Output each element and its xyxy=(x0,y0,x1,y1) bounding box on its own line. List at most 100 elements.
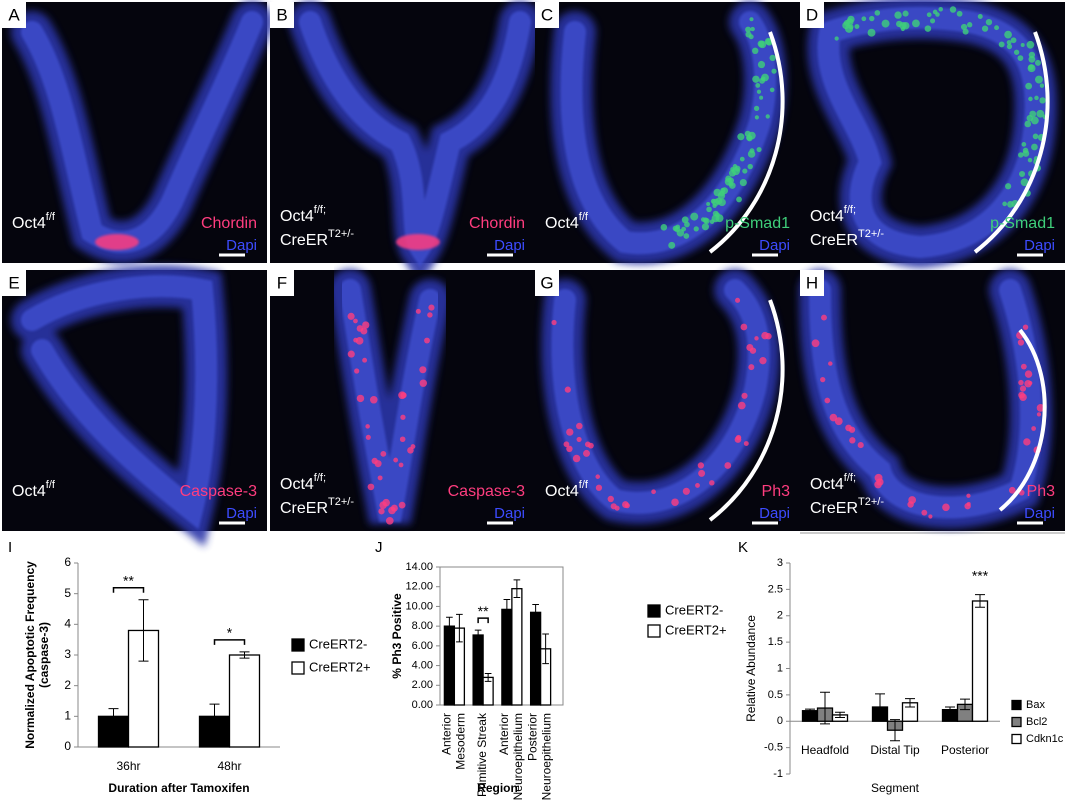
signal xyxy=(926,12,932,18)
signal xyxy=(1022,324,1029,330)
x-tick-label: AnteriorNeuroepithelium xyxy=(497,713,525,800)
panel-letter-box xyxy=(535,2,559,28)
signal xyxy=(935,12,940,17)
signal xyxy=(1039,83,1045,88)
y-tick-label: 0.00 xyxy=(412,699,433,711)
signal xyxy=(730,167,735,172)
signal xyxy=(396,234,440,250)
signal xyxy=(564,386,571,393)
signal xyxy=(1020,178,1029,187)
signal xyxy=(769,54,776,62)
genotype-gene: Oct4 xyxy=(810,476,844,493)
signal xyxy=(1010,37,1017,44)
x-axis-title: Segment xyxy=(871,781,920,795)
error-bar xyxy=(108,708,119,725)
signal xyxy=(985,18,993,26)
error-bar xyxy=(875,693,885,721)
bar xyxy=(501,608,513,706)
error-bar xyxy=(960,698,970,711)
signal xyxy=(737,401,746,410)
y-tick-label: -1 xyxy=(773,768,783,780)
genotype-gene: CreER xyxy=(280,232,328,249)
signal xyxy=(998,41,1005,48)
genotype: Oct4f/f; xyxy=(810,472,856,493)
legend-label: Bax xyxy=(1026,699,1045,711)
signal xyxy=(848,426,856,433)
signal xyxy=(1005,183,1012,190)
signal xyxy=(824,397,831,404)
signal xyxy=(757,40,765,48)
genotype: Oct4f/f; xyxy=(280,472,326,493)
signal xyxy=(962,28,969,35)
significance-bracket xyxy=(112,587,145,593)
genotype-gene: Oct4 xyxy=(280,476,314,493)
genotype-gene: Oct4 xyxy=(545,215,579,232)
error-bar xyxy=(239,651,250,659)
signal xyxy=(398,462,404,468)
signal xyxy=(740,323,748,331)
micrograph: F Oct4f/f; CreERT2+/- Caspase-3 Dapi xyxy=(270,269,535,531)
bar xyxy=(529,611,542,706)
genotype: Oct4f/f xyxy=(545,479,589,500)
stain-label: Dapi xyxy=(494,505,525,522)
stain-label: Dapi xyxy=(494,237,525,254)
signal xyxy=(668,241,676,249)
panel-letter-box xyxy=(800,2,824,28)
marker-label: p-Smad1 xyxy=(990,215,1055,232)
signal xyxy=(1021,142,1027,147)
genotype-gene: Oct4 xyxy=(12,483,46,500)
signal xyxy=(737,133,745,141)
y-axis-title: % Ph3 Positive xyxy=(390,593,404,679)
error-bar xyxy=(474,629,482,641)
signal xyxy=(964,502,971,510)
panel-letter: C xyxy=(541,5,553,24)
legend-swatch xyxy=(291,638,305,652)
signal xyxy=(419,379,428,387)
signal xyxy=(385,516,394,525)
panel-letter-box xyxy=(270,270,294,296)
significance: * xyxy=(227,625,233,641)
signal xyxy=(847,15,855,23)
signal xyxy=(895,20,903,28)
legend-swatch xyxy=(647,624,661,638)
micrograph: D Oct4f/f; CreERT2+/- p-Smad1 Dapi xyxy=(800,0,1065,269)
y-tick-label: 2.00 xyxy=(412,679,433,691)
signal xyxy=(834,417,843,426)
signal xyxy=(378,508,385,515)
legend-label: Cdkn1c xyxy=(1026,733,1064,745)
signal xyxy=(745,31,752,38)
x-tick-label: 48hr xyxy=(217,759,241,773)
x-tick-label: Distal Tip xyxy=(870,743,920,757)
genotype-sup: T2+/- xyxy=(858,496,884,508)
signal xyxy=(1036,109,1045,118)
panel-letter: F xyxy=(277,273,287,292)
y-tick-label: 3 xyxy=(64,647,71,661)
signal xyxy=(398,501,406,509)
signal xyxy=(1026,40,1035,49)
region-arc xyxy=(973,31,1050,254)
genotype-sup: T2+/- xyxy=(328,228,354,240)
signal xyxy=(610,503,617,510)
signal xyxy=(712,210,719,217)
signal xyxy=(709,480,715,486)
micrograph: A Oct4f/f Chordin Dapi xyxy=(2,1,273,263)
significance: *** xyxy=(972,567,989,583)
signal xyxy=(921,509,928,516)
signal xyxy=(671,498,679,506)
error-bar xyxy=(532,603,539,621)
signal xyxy=(829,413,838,422)
x-tick-label-line: Anterior xyxy=(440,713,454,755)
panel-letter-box xyxy=(270,2,294,28)
micrograph: E Oct4f/f Caspase-3 Dapi xyxy=(2,265,267,547)
genotype-sup: f/f xyxy=(579,479,589,491)
signal xyxy=(365,434,371,440)
signal xyxy=(748,364,755,371)
y-tick-label: 6.00 xyxy=(412,640,433,652)
signal xyxy=(676,229,685,237)
signal xyxy=(684,221,690,228)
tissue xyxy=(21,275,218,530)
genotype-sup: f/f xyxy=(46,211,56,223)
signal xyxy=(834,36,839,41)
x-axis-title: Duration after Tamoxifen xyxy=(108,781,249,795)
signal xyxy=(706,202,711,207)
